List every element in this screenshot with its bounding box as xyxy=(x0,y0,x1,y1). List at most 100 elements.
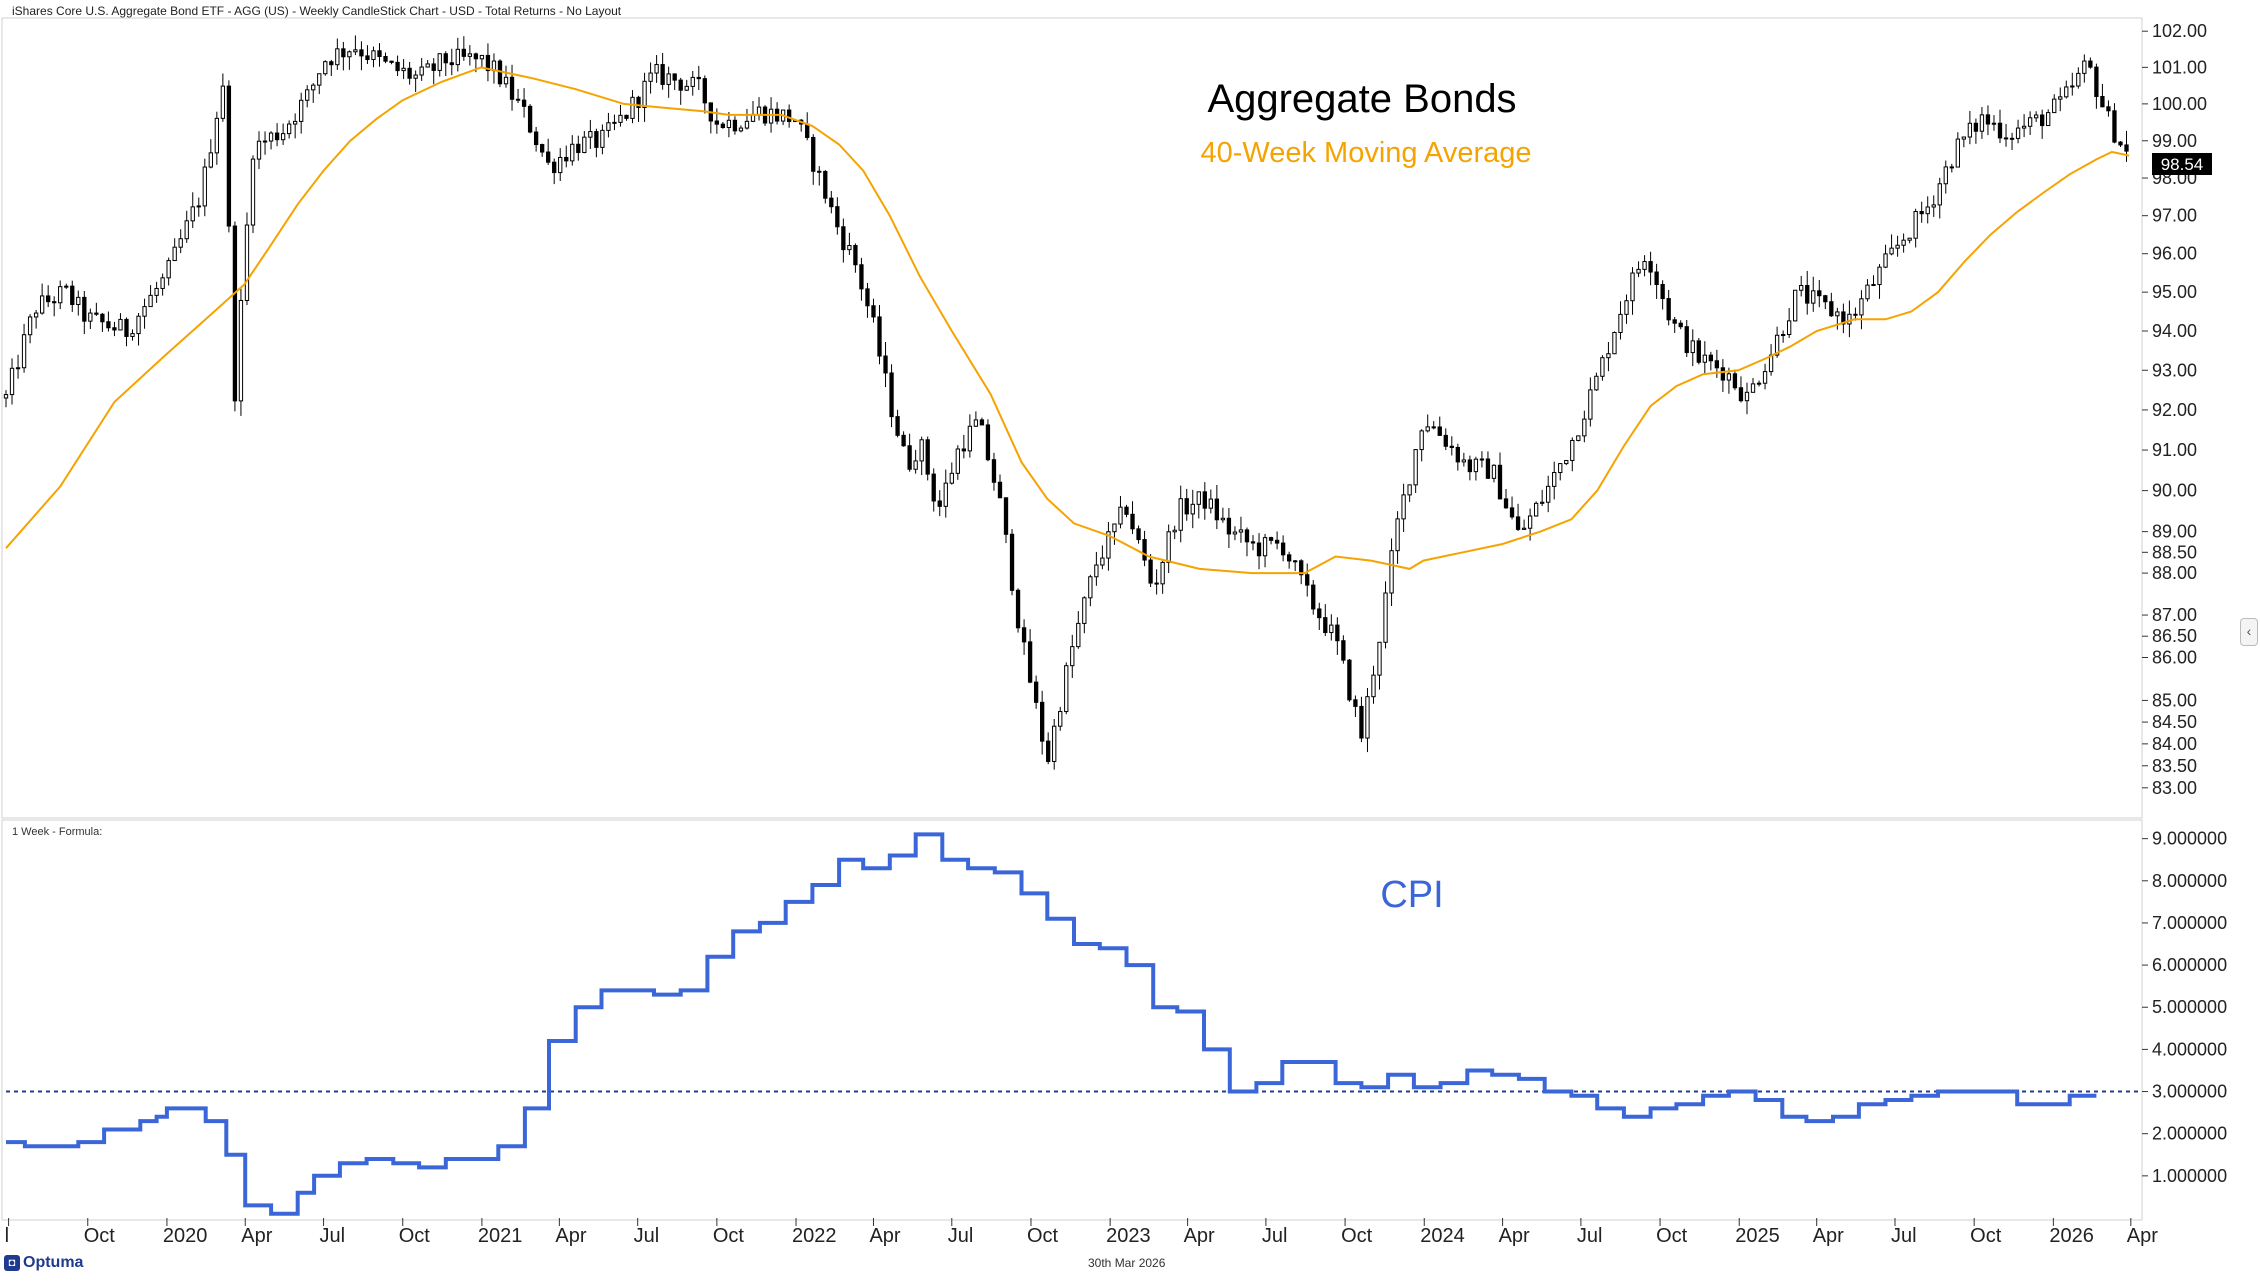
candle-down xyxy=(521,99,527,107)
candle-up xyxy=(1835,311,1840,317)
candle-down xyxy=(1305,574,1310,586)
candle-up xyxy=(1600,357,1605,377)
candle-down xyxy=(979,419,985,426)
candle-down xyxy=(1509,507,1515,518)
candle-down xyxy=(226,85,232,227)
time-x-axis: l Oct 2020 Apr Jul Oct 2021 Apr Jul Oct 2022 Apr Jul… xyxy=(5,1218,2158,1247)
lower-panel-frame xyxy=(1,819,2143,1221)
price-y-tick-label: 94.00 xyxy=(2152,321,2197,341)
candle-down xyxy=(527,105,533,133)
candle-up xyxy=(1190,503,1195,515)
candle-up xyxy=(317,73,322,86)
x-tick-label: 2021 xyxy=(478,1225,523,1247)
price-y-tick-label: 89.00 xyxy=(2152,522,2197,542)
candle-down xyxy=(443,53,448,64)
price-y-tick-label: 91.00 xyxy=(2152,440,2197,460)
candle-down xyxy=(1805,284,1810,304)
candle-up xyxy=(1570,439,1575,461)
candle-down xyxy=(1919,211,1924,215)
price-y-tick-label: 102.00 xyxy=(2152,21,2207,41)
candle-down xyxy=(714,120,720,125)
candle-up xyxy=(353,49,358,53)
candle-up xyxy=(768,108,774,124)
candle-up xyxy=(286,123,292,135)
cpi-y-tick-label: 2.000000 xyxy=(2152,1124,2227,1144)
candle-down xyxy=(509,76,515,100)
panel-collapse-handle[interactable]: ‹ xyxy=(2240,618,2258,646)
candle-up xyxy=(973,419,979,427)
candle-up xyxy=(437,53,442,71)
candle-up xyxy=(1052,725,1057,762)
candle-up xyxy=(425,63,430,68)
candle-down xyxy=(1985,114,1991,125)
candle-down xyxy=(1040,701,1045,742)
candle-up xyxy=(666,73,671,85)
candle-down xyxy=(1720,367,1726,381)
candle-down xyxy=(1341,640,1346,661)
candle-down xyxy=(359,49,364,57)
candle-up xyxy=(949,472,954,484)
moving-average-line xyxy=(5,66,2130,575)
x-tick-label: Oct xyxy=(399,1225,431,1247)
candle-down xyxy=(1515,516,1521,530)
candle-down xyxy=(696,76,701,80)
candle-down xyxy=(2040,114,2045,127)
candle-up xyxy=(1588,389,1593,420)
candle-down xyxy=(678,79,683,91)
candle-up xyxy=(136,315,141,335)
candle-up xyxy=(1612,332,1617,355)
candle-down xyxy=(1286,554,1292,562)
candle-down xyxy=(52,301,57,304)
candle-down xyxy=(94,312,99,315)
candle-down xyxy=(1130,513,1135,530)
chart-title: Aggregate Bonds xyxy=(1207,77,1516,121)
x-tick-label: Apr xyxy=(869,1225,900,1247)
candle-down xyxy=(539,144,545,153)
candle-up xyxy=(1118,506,1123,525)
candle-down xyxy=(552,161,557,174)
price-y-tick-label: 88.00 xyxy=(2152,563,2197,583)
candle-down xyxy=(702,78,707,104)
candle-up xyxy=(1901,239,1906,246)
candle-up xyxy=(154,287,159,296)
price-y-tick-label: 97.00 xyxy=(2152,206,2197,226)
candle-down xyxy=(1732,373,1738,389)
candle-up xyxy=(726,119,732,128)
cpi-y-tick-label: 7.000000 xyxy=(2152,913,2227,933)
chevron-left-icon: ‹ xyxy=(2246,623,2252,639)
candle-down xyxy=(835,206,840,228)
candle-down xyxy=(1359,705,1364,739)
candle-down xyxy=(895,416,900,436)
candle-down xyxy=(931,473,936,502)
candle-down xyxy=(100,313,105,323)
candle-down xyxy=(985,424,991,461)
cpi-y-tick-label: 1.000000 xyxy=(2152,1166,2227,1186)
candle-up xyxy=(1793,289,1798,322)
candle-up xyxy=(148,294,153,308)
candle-down xyxy=(1817,290,1822,297)
candle-down xyxy=(46,295,51,303)
candle-up xyxy=(15,367,21,370)
cpi-y-tick-label: 4.000000 xyxy=(2152,1039,2227,1059)
candle-up xyxy=(1961,136,1967,140)
candle-up xyxy=(1094,564,1099,578)
candle-down xyxy=(329,61,334,66)
candle-down xyxy=(907,445,912,470)
candle-down xyxy=(1654,271,1659,286)
candle-down xyxy=(883,355,888,374)
candle-down xyxy=(859,264,864,290)
candle-up xyxy=(600,129,605,148)
candle-down xyxy=(1973,122,1979,132)
candle-up xyxy=(1630,272,1635,302)
candle-up xyxy=(1877,266,1882,286)
candle-down xyxy=(2112,110,2117,143)
candle-up xyxy=(1895,244,1900,249)
candle-up xyxy=(311,84,316,91)
candle-down xyxy=(823,170,828,199)
candle-up xyxy=(1070,646,1075,667)
candle-up xyxy=(1220,517,1226,521)
candle-down xyxy=(829,197,834,208)
candle-up xyxy=(2015,127,2021,139)
candle-up xyxy=(1491,464,1497,479)
candle-down xyxy=(1317,608,1322,619)
